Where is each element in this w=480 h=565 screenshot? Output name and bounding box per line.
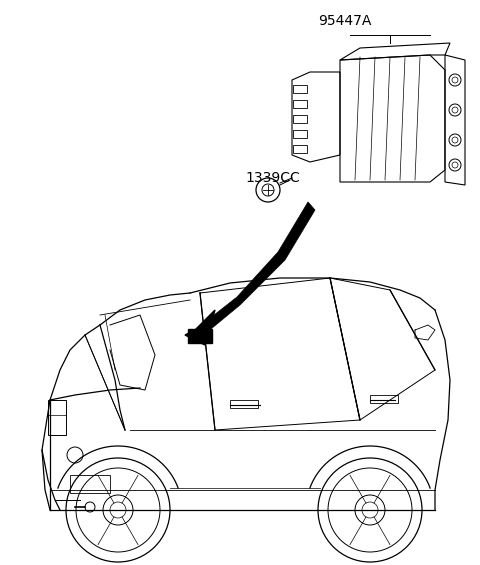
Bar — [293, 145, 307, 153]
Bar — [293, 115, 307, 123]
Polygon shape — [195, 202, 315, 338]
Bar — [293, 100, 307, 108]
Bar — [48, 400, 66, 435]
Bar — [293, 85, 307, 93]
Bar — [293, 130, 307, 138]
Bar — [230, 400, 258, 408]
Bar — [70, 475, 110, 493]
Bar — [370, 395, 398, 403]
Text: 95447A: 95447A — [318, 14, 372, 28]
Text: 1339CC: 1339CC — [245, 171, 300, 185]
Polygon shape — [185, 310, 215, 345]
Polygon shape — [188, 329, 212, 343]
